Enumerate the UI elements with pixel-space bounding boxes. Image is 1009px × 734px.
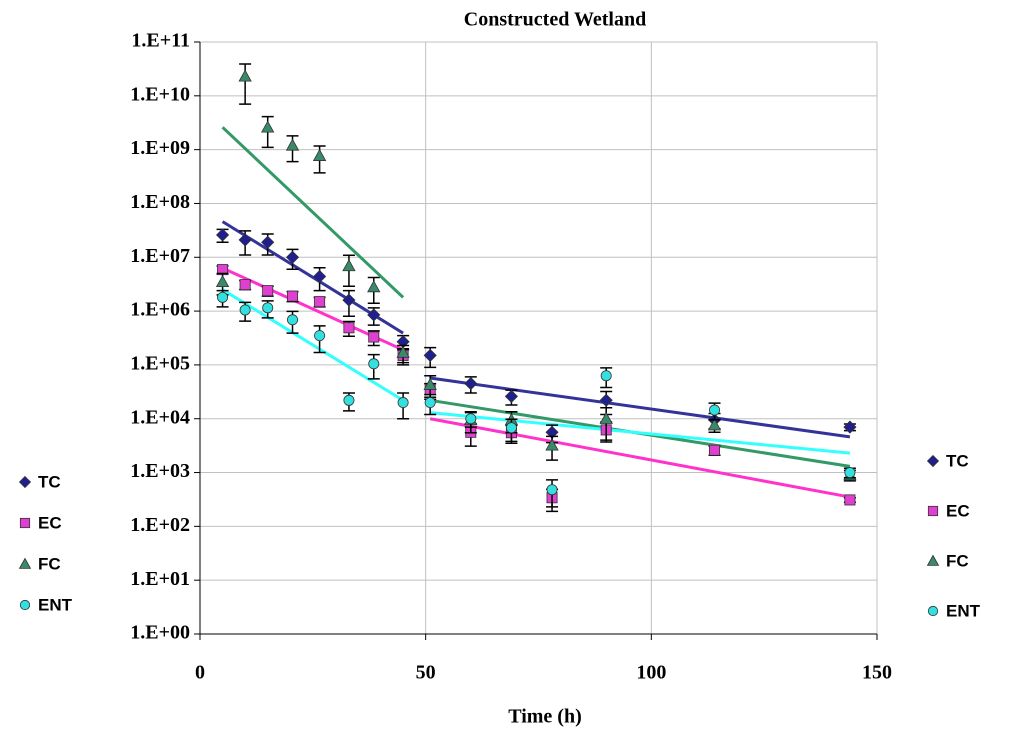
point [368,331,380,343]
legend-label: FC [946,551,969,570]
point [505,422,517,434]
trend-line [221,288,404,402]
y-tick-label: 1.E+10 [130,83,190,105]
point [314,296,326,308]
y-tick-label: 1.E+07 [130,245,190,267]
y-tick-label: 1.E+05 [130,353,190,375]
point [600,370,612,382]
y-tick-label: 1.E+04 [130,406,190,428]
legend-marker [18,557,32,569]
point [545,438,559,451]
point [216,228,230,242]
legend-marker [926,454,940,468]
point [314,330,326,342]
point [367,308,381,322]
point [238,69,252,82]
legend-marker [926,554,940,566]
point [343,394,355,406]
point [239,279,251,291]
point [397,397,409,409]
point [396,345,410,358]
point [342,293,356,307]
point [465,413,477,425]
point [262,302,274,314]
point [287,314,299,326]
x-tick-label: 150 [862,662,892,684]
point [504,389,518,403]
y-tick-label: 1.E+06 [130,299,190,321]
x-axis-label: Time (h) [508,706,582,728]
x-tick-label: 50 [416,662,436,684]
point [342,259,356,272]
legend-label: ENT [38,595,73,614]
y-tick-label: 1.E+00 [130,622,190,644]
point [844,467,856,479]
legend-marker [19,517,31,529]
y-tick-label: 1.E+08 [130,191,190,213]
point [217,291,229,303]
legend-label: EC [946,501,970,520]
point [843,420,857,434]
y-tick-label: 1.E+09 [130,137,190,159]
point [285,138,300,151]
point [285,250,300,264]
point [261,120,275,133]
point [707,418,722,431]
point [367,280,381,293]
point [239,304,251,316]
legend-label: FC [38,554,61,573]
point [287,290,299,302]
point [709,404,721,416]
point [215,274,230,288]
point [844,494,856,506]
legend-marker [927,505,939,517]
point [238,233,252,247]
point [709,444,721,456]
legend-label: ENT [946,601,981,620]
legend-marker [19,599,31,611]
y-tick-label: 1.E+11 [131,30,190,52]
trend-line [429,376,851,439]
point [599,393,613,407]
point [546,484,558,496]
point [599,411,613,424]
trend-line [221,126,405,299]
point [423,348,437,362]
x-tick-label: 0 [195,662,205,684]
y-tick-label: 1.E+03 [130,460,190,482]
point [368,358,380,370]
point [424,397,436,409]
legend-label: TC [946,451,969,470]
legend-label: TC [38,472,61,491]
point [343,322,355,334]
point [464,377,478,391]
legend-marker [927,605,939,617]
trend-line [429,417,851,499]
legend-label: EC [38,513,62,532]
point [312,148,327,161]
point [313,269,327,284]
y-tick-label: 1.E+02 [130,514,190,536]
point [261,235,275,249]
y-tick-label: 1.E+01 [130,568,190,590]
trend-line [430,411,851,455]
chart-title: Constructed Wetland [464,9,646,31]
point [423,377,437,390]
x-tick-label: 100 [636,662,666,684]
legend-marker [18,475,32,489]
point [262,285,274,297]
